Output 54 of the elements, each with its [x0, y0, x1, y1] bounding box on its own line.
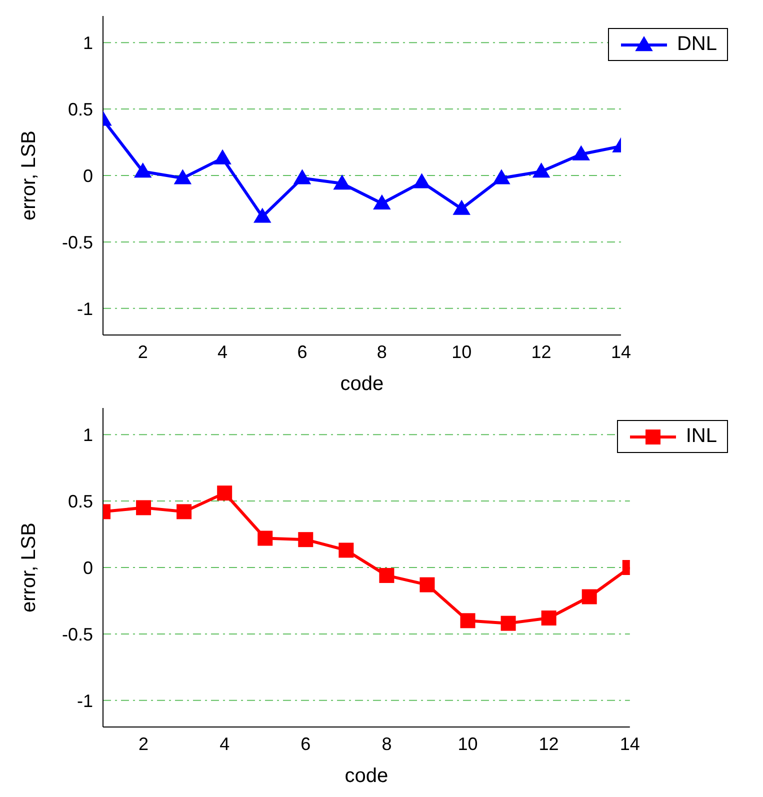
x-tick-label: 12	[531, 342, 552, 362]
point	[334, 174, 351, 190]
point	[176, 504, 192, 520]
x-tick-label: 6	[300, 734, 311, 754]
x-tick-label: 6	[297, 342, 308, 362]
x-axis-title: code	[340, 373, 384, 395]
point	[460, 613, 476, 628]
point	[453, 200, 470, 215]
x-tick-label: 8	[376, 342, 387, 362]
x-tick-label: 10	[452, 342, 472, 362]
point	[500, 616, 516, 631]
x-tick-label: 8	[382, 734, 392, 754]
x-tick-label: 2	[138, 734, 149, 754]
point	[254, 208, 271, 223]
point	[373, 194, 390, 210]
x-tick-label: 4	[220, 734, 230, 754]
point	[413, 174, 430, 188]
point	[214, 150, 232, 164]
point	[338, 542, 354, 558]
x-tick-label: 12	[538, 734, 559, 754]
x-tick-label: 2	[138, 342, 148, 362]
y-tick-label: -1	[76, 690, 93, 711]
x-tick-label: 14	[610, 342, 631, 362]
point	[379, 568, 394, 583]
point	[572, 146, 590, 160]
point	[532, 163, 550, 178]
x-tick-label: 14	[620, 734, 640, 754]
point	[136, 500, 152, 516]
y-tick-label: 1	[82, 424, 93, 445]
point	[541, 610, 556, 626]
y-tick-label: 0	[82, 166, 93, 186]
y-tick-label: 1	[82, 32, 93, 53]
point	[294, 170, 311, 184]
x-axis-title: code	[344, 765, 388, 787]
x-tick-label: 10	[458, 734, 478, 754]
point	[298, 532, 314, 548]
y-tick-label: 0.5	[68, 491, 93, 512]
point	[217, 486, 232, 501]
legend-label: DNL	[676, 33, 717, 56]
point	[134, 163, 152, 178]
y-axis-title: error, LSB	[18, 522, 40, 613]
y-tick-label: -0.5	[62, 232, 93, 252]
x-tick-label: 4	[218, 342, 228, 362]
legend-label: INL	[686, 425, 717, 448]
point	[420, 577, 435, 592]
point	[258, 530, 273, 546]
point	[492, 170, 510, 184]
y-tick-label: -0.5	[62, 624, 93, 644]
point	[174, 170, 192, 184]
y-tick-label: 0.5	[68, 99, 93, 120]
y-tick-label: -1	[76, 298, 93, 319]
y-tick-label: 0	[82, 558, 93, 578]
point	[582, 589, 597, 604]
y-axis-title: error, LSB	[18, 130, 40, 221]
